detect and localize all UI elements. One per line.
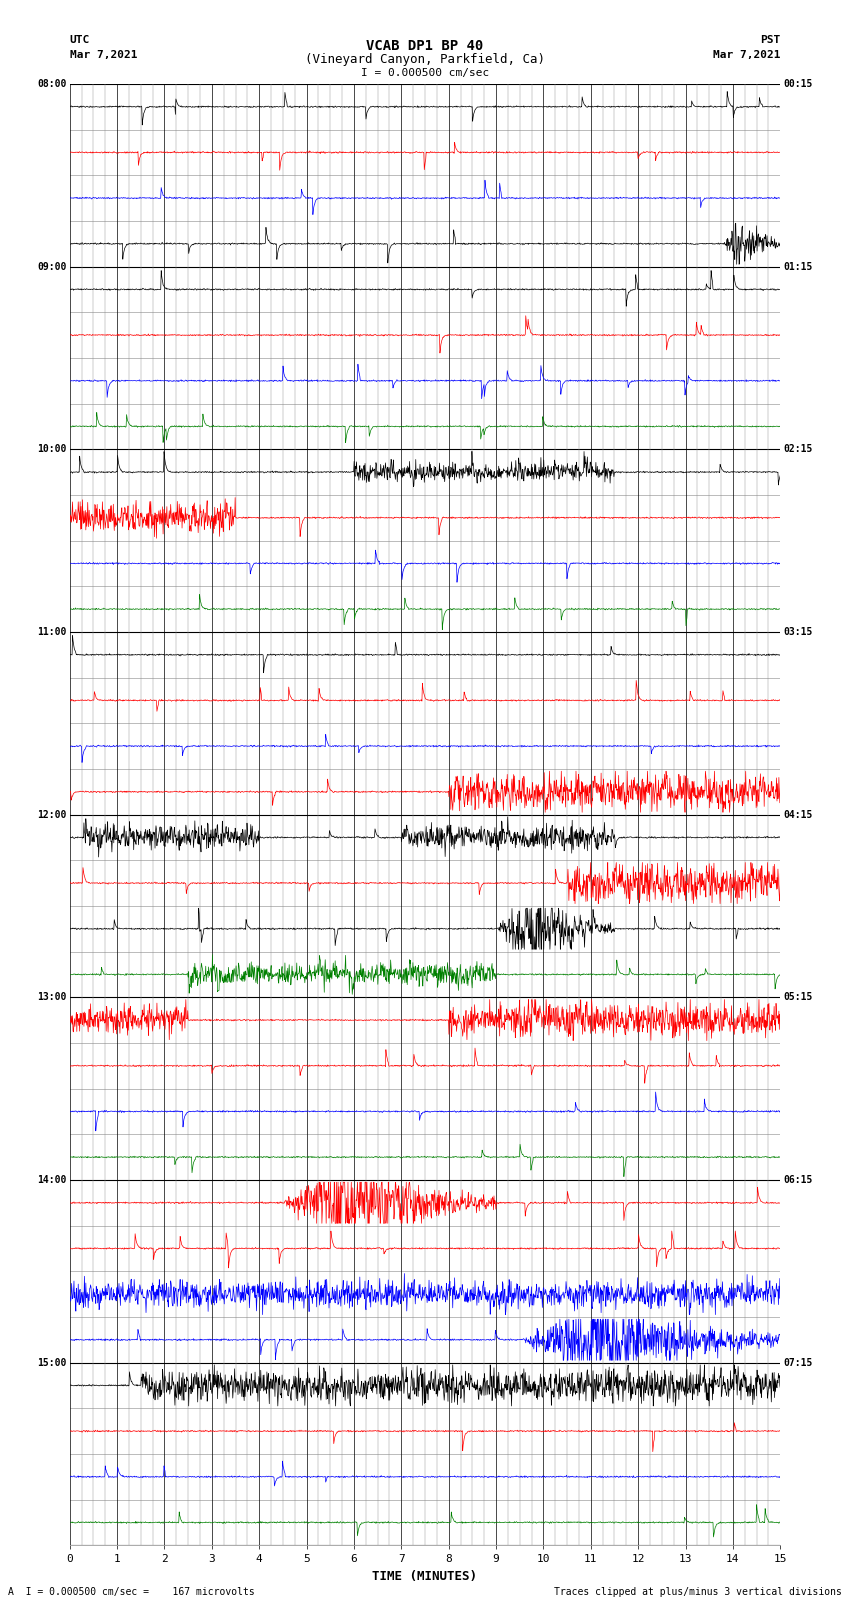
Text: 08:00: 08:00 [37,79,66,89]
Text: 07:15: 07:15 [784,1358,813,1368]
Text: 09:00: 09:00 [37,261,66,271]
Text: PST: PST [760,35,780,45]
Text: Traces clipped at plus/minus 3 vertical divisions: Traces clipped at plus/minus 3 vertical … [553,1587,842,1597]
Text: 12:00: 12:00 [37,810,66,819]
Text: 06:15: 06:15 [784,1174,813,1186]
Text: 11:00: 11:00 [37,627,66,637]
Text: 00:15: 00:15 [784,79,813,89]
Text: VCAB DP1 BP 40: VCAB DP1 BP 40 [366,39,484,53]
Text: 14:00: 14:00 [37,1174,66,1186]
Text: 05:15: 05:15 [784,992,813,1002]
Text: 02:15: 02:15 [784,444,813,455]
Text: A  I = 0.000500 cm/sec =    167 microvolts: A I = 0.000500 cm/sec = 167 microvolts [8,1587,255,1597]
Text: Mar 7,2021: Mar 7,2021 [713,50,780,60]
Text: 04:15: 04:15 [784,810,813,819]
Text: 03:15: 03:15 [784,627,813,637]
Text: 13:00: 13:00 [37,992,66,1002]
Text: UTC: UTC [70,35,90,45]
Text: 15:00: 15:00 [37,1358,66,1368]
Text: Mar 7,2021: Mar 7,2021 [70,50,137,60]
Text: 01:15: 01:15 [784,261,813,271]
Text: (Vineyard Canyon, Parkfield, Ca): (Vineyard Canyon, Parkfield, Ca) [305,53,545,66]
X-axis label: TIME (MINUTES): TIME (MINUTES) [372,1569,478,1582]
Text: I = 0.000500 cm/sec: I = 0.000500 cm/sec [361,68,489,77]
Text: 10:00: 10:00 [37,444,66,455]
